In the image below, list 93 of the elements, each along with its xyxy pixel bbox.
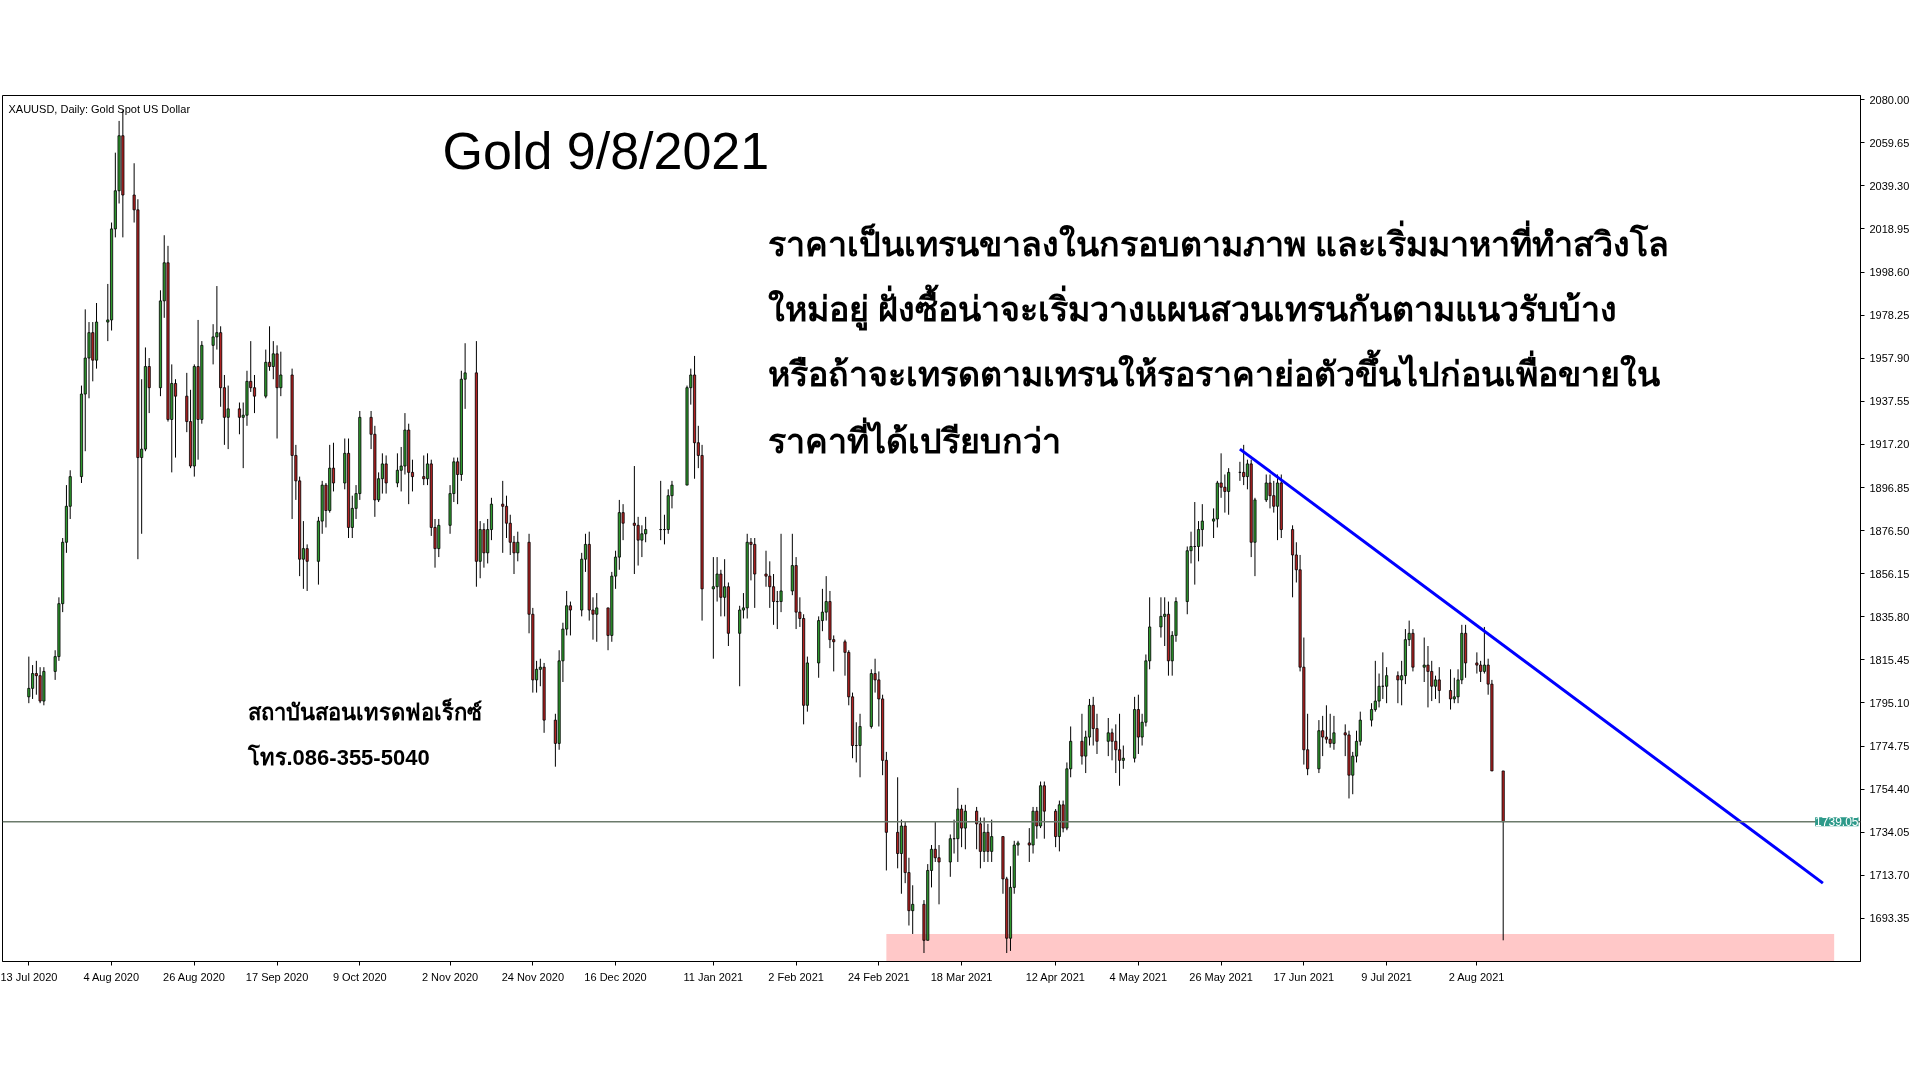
candlestick: [1437, 666, 1441, 704]
y-tick-label: 1734.05: [1869, 826, 1910, 839]
x-tick-label: 24 Feb 2021: [847, 970, 910, 983]
candlestick: [1106, 717, 1110, 757]
y-tick-label: 1917.20: [1869, 438, 1910, 451]
candlestick: [1200, 503, 1204, 547]
y-tick-label: 2080.00: [1869, 93, 1910, 106]
y-tick-label: 2039.30: [1869, 179, 1910, 192]
x-tick-label: 9 Jul 2021: [1361, 970, 1412, 983]
x-tick-label: 9 Oct 2020: [332, 970, 387, 983]
y-tick-label: 1815.45: [1869, 653, 1910, 666]
candlestick: [986, 823, 990, 863]
x-tick-label: 2 Feb 2021: [768, 970, 824, 983]
candlestick: [384, 454, 388, 495]
candlestick: [482, 522, 486, 569]
candlestick: [237, 402, 241, 435]
x-tick-label: 26 Aug 2020: [163, 970, 225, 983]
candlestick: [279, 351, 283, 397]
y-tick-label: 1978.25: [1869, 309, 1910, 322]
candlestick: [1332, 715, 1336, 751]
y-tick-label: 1795.10: [1869, 696, 1910, 709]
y-tick-label: 1896.85: [1869, 481, 1910, 494]
candlestick: [711, 556, 715, 660]
candlestick: [1121, 745, 1125, 770]
x-tick-label: 4 Aug 2020: [83, 970, 140, 983]
candlestick: [1385, 666, 1389, 704]
y-tick-label: 1713.70: [1869, 869, 1910, 882]
candlestick: [173, 378, 178, 459]
candlestick: [632, 465, 636, 575]
candlestick: [1370, 702, 1374, 727]
y-tick-label: 1693.35: [1869, 912, 1910, 925]
candlestick: [516, 531, 520, 562]
annotation: ใหม่อยู่ ฝั่งซื้อน่าจะเริ่มวางแผนสวนเทรนกันตามแนวรับบ้าง: [767, 283, 1617, 331]
y-tick-label: 1774.75: [1869, 740, 1910, 753]
candlestick: [1080, 713, 1084, 766]
x-tick-label: 26 May 2021: [1189, 970, 1253, 983]
candlestick: [772, 573, 776, 626]
candlestick: [1118, 713, 1122, 787]
annotation: ราคาเป็นเทรนขาลงในกรอบตามภาพ และเริ่มมาหาที่ทำสวิงโล: [767, 219, 1669, 263]
candlestick: [1268, 474, 1272, 509]
y-tick-label: 1876.50: [1869, 524, 1910, 537]
x-tick-label: 18 Mar 2021: [930, 970, 993, 983]
annotation: โทร.086-355-5040: [246, 743, 430, 770]
y-tick-label: 1957.90: [1869, 352, 1910, 365]
annotation: หรือถ้าจะเทรดตามเทรนให้รอราคาย่อตัวขึ้นไปก่อนเพื่อขายใน: [767, 348, 1660, 393]
x-tick-label: 2 Aug 2021: [1448, 970, 1505, 983]
candlestick: [982, 817, 986, 863]
candlestick: [858, 713, 862, 778]
x-tick-label: 17 Sep 2020: [245, 970, 309, 983]
candlestick: [960, 804, 964, 848]
candlestick: [504, 495, 509, 539]
y-tick-label: 2059.65: [1869, 136, 1910, 149]
candlestick: [1396, 670, 1400, 704]
candlestick: [1324, 704, 1328, 744]
x-tick-label: 12 Apr 2021: [1025, 970, 1085, 983]
y-tick-label: 2018.95: [1869, 223, 1910, 235]
candlestick: [896, 776, 900, 869]
candlestick: [1197, 520, 1201, 562]
candlestick: [226, 385, 230, 450]
candlestick: [738, 605, 742, 687]
candlestick: [31, 664, 35, 700]
candlestick: [501, 480, 505, 554]
x-tick-label: 2 Nov 2020: [421, 970, 479, 983]
candlestick: [990, 819, 994, 863]
y-tick-label: 1937.55: [1869, 395, 1910, 408]
ref-line-label: 1739.05: [1815, 815, 1859, 830]
x-tick-label: 13 Jul 2020: [0, 970, 58, 983]
candlestick: [963, 804, 967, 850]
x-tick-label: 11 Jan 2021: [683, 970, 744, 983]
annotation: Gold 9/8/2021: [442, 121, 770, 180]
candlestick: [568, 601, 572, 636]
y-tick-label: 1856.15: [1869, 567, 1910, 580]
candlestick: [1449, 668, 1453, 711]
candlestick: [252, 374, 257, 414]
x-tick-label: 24 Nov 2020: [501, 970, 565, 983]
x-tick-label: 4 May 2021: [1109, 970, 1168, 983]
candlestick: [975, 806, 979, 850]
candlestick: [1227, 467, 1231, 516]
candlestick: [595, 592, 599, 643]
candlestick: [27, 656, 31, 704]
annotation: ราคาที่ได้เปรียบกว่า: [767, 416, 1061, 460]
y-tick-label: 1835.80: [1869, 610, 1910, 623]
y-tick-label: 1998.60: [1869, 266, 1910, 279]
x-tick-label: 16 Dec 2020: [584, 970, 647, 983]
x-tick-label: 17 Jun 2021: [1273, 970, 1335, 983]
candlestick: [1433, 675, 1438, 700]
y-tick-label: 1754.40: [1869, 783, 1910, 796]
candlestick: [395, 452, 399, 488]
candlestick: [422, 454, 426, 486]
annotation: สถาบันสอนเทรดฟอเร็กซ์: [247, 697, 482, 725]
candlestick: [1422, 637, 1426, 683]
annotation: XAUUSD, Daily: Gold Spot US Dollar: [8, 102, 191, 115]
candlestick: [1242, 444, 1246, 486]
